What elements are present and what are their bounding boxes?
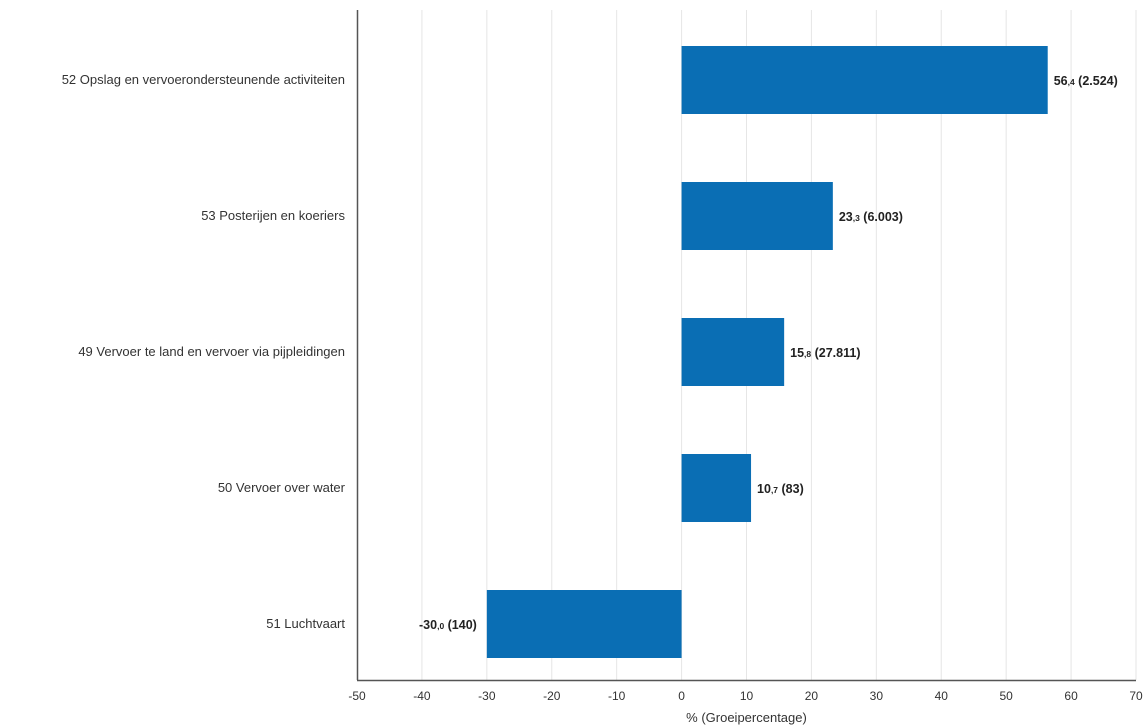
x-tick-label: 10 xyxy=(740,689,754,703)
category-label: 49 Vervoer te land en vervoer via pijple… xyxy=(78,344,345,359)
data-label: 56,4 (2.524) xyxy=(1054,74,1118,88)
x-tick-label: 0 xyxy=(678,689,685,703)
category-label: 53 Posterijen en koeriers xyxy=(201,208,345,223)
category-label: 52 Opslag en vervoerondersteunende activ… xyxy=(62,72,345,87)
data-label: -30,0 (140) xyxy=(419,618,477,632)
x-axis-title: % (Groeipercentage) xyxy=(686,710,807,725)
x-tick-label: -10 xyxy=(608,689,626,703)
category-label: 51 Luchtvaart xyxy=(266,616,345,631)
x-tick-label: -50 xyxy=(348,689,366,703)
x-tick-label: -30 xyxy=(478,689,496,703)
axes xyxy=(356,10,1136,682)
data-label: 10,7 (83) xyxy=(757,482,804,496)
category-label: 50 Vervoer over water xyxy=(218,480,346,495)
x-tick-label: 50 xyxy=(999,689,1013,703)
data-label: 15,8 (27.811) xyxy=(790,346,860,360)
bar xyxy=(681,46,1048,114)
x-tick-label: -20 xyxy=(543,689,561,703)
x-tick-label: 40 xyxy=(935,689,949,703)
bar xyxy=(486,590,682,658)
x-tick-label: 20 xyxy=(805,689,819,703)
x-tick-label: 30 xyxy=(870,689,884,703)
x-tick-label: -40 xyxy=(413,689,431,703)
bar xyxy=(681,454,752,522)
labels: -50 -40 -30 -20 -10 0 10 20 30 40 50 60 70 52 Opslag … xyxy=(62,72,1143,703)
bar xyxy=(681,318,785,386)
x-tick-label: 60 xyxy=(1064,689,1078,703)
x-tick-label: 70 xyxy=(1129,689,1143,703)
data-label: 23,3 (6.003) xyxy=(839,210,903,224)
bars xyxy=(486,46,1048,658)
bar xyxy=(681,182,833,250)
